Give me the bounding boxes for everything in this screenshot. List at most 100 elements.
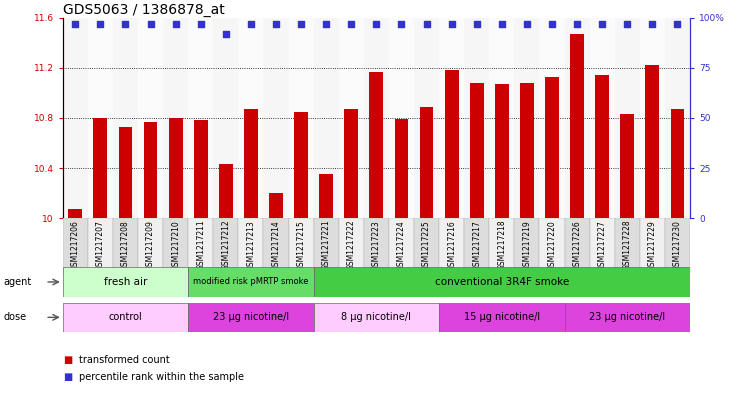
Point: [170, 20, 182, 27]
Text: GDS5063 / 1386878_at: GDS5063 / 1386878_at: [63, 3, 224, 17]
Bar: [320, 174, 333, 218]
Point: [345, 20, 357, 27]
Bar: [364, 18, 389, 218]
Bar: [565, 218, 590, 275]
Bar: [539, 18, 565, 218]
Text: 15 µg nicotine/l: 15 µg nicotine/l: [463, 312, 540, 322]
Bar: [615, 18, 640, 218]
Text: GSM1217208: GSM1217208: [121, 220, 130, 270]
Point: [145, 20, 156, 27]
Bar: [615, 218, 640, 275]
Bar: [269, 193, 283, 218]
Text: GSM1217226: GSM1217226: [573, 220, 582, 270]
Bar: [545, 77, 559, 218]
Text: conventional 3R4F smoke: conventional 3R4F smoke: [435, 277, 569, 287]
Bar: [263, 218, 289, 275]
Bar: [63, 267, 188, 297]
Bar: [289, 18, 314, 218]
Bar: [665, 18, 690, 218]
Bar: [439, 303, 565, 332]
Text: GSM1217225: GSM1217225: [422, 220, 431, 270]
Text: modified risk pMRTP smoke: modified risk pMRTP smoke: [193, 277, 308, 286]
Bar: [565, 303, 690, 332]
Text: GSM1217223: GSM1217223: [372, 220, 381, 270]
Point: [471, 20, 483, 27]
Text: ■: ■: [63, 372, 72, 382]
Bar: [420, 107, 433, 218]
Bar: [339, 218, 364, 275]
Bar: [389, 218, 414, 275]
Bar: [445, 70, 458, 218]
Bar: [113, 18, 138, 218]
Point: [496, 20, 508, 27]
Bar: [570, 34, 584, 218]
Text: fresh air: fresh air: [104, 277, 147, 287]
Point: [571, 20, 583, 27]
Bar: [219, 164, 232, 218]
Bar: [194, 120, 207, 218]
Text: GSM1217211: GSM1217211: [196, 220, 205, 270]
Text: GSM1217224: GSM1217224: [397, 220, 406, 270]
Bar: [69, 209, 82, 218]
Bar: [138, 18, 163, 218]
Bar: [263, 18, 289, 218]
Text: 23 µg nicotine/l: 23 µg nicotine/l: [589, 312, 666, 322]
Point: [370, 20, 382, 27]
Bar: [314, 218, 339, 275]
Text: GSM1217228: GSM1217228: [623, 220, 632, 270]
Text: GSM1217210: GSM1217210: [171, 220, 180, 270]
Text: 8 µg nicotine/l: 8 µg nicotine/l: [342, 312, 411, 322]
Bar: [188, 303, 314, 332]
Point: [220, 31, 232, 37]
Bar: [665, 218, 690, 275]
Bar: [470, 83, 483, 218]
Text: GSM1217214: GSM1217214: [272, 220, 280, 270]
Bar: [94, 118, 107, 218]
Text: 23 µg nicotine/l: 23 µg nicotine/l: [213, 312, 289, 322]
Bar: [244, 109, 258, 218]
Bar: [489, 18, 514, 218]
Bar: [188, 218, 213, 275]
Bar: [113, 218, 138, 275]
Point: [396, 20, 407, 27]
Text: dose: dose: [4, 312, 27, 322]
Point: [120, 20, 131, 27]
Text: GSM1217212: GSM1217212: [221, 220, 230, 270]
Bar: [188, 267, 314, 297]
Bar: [514, 218, 539, 275]
Bar: [495, 84, 508, 218]
Bar: [364, 218, 389, 275]
Text: GSM1217227: GSM1217227: [598, 220, 607, 270]
Bar: [339, 18, 364, 218]
Bar: [640, 218, 665, 275]
Text: GSM1217206: GSM1217206: [71, 220, 80, 271]
Bar: [439, 218, 464, 275]
Bar: [63, 303, 188, 332]
Bar: [489, 218, 514, 275]
Text: control: control: [108, 312, 142, 322]
Bar: [213, 218, 238, 275]
Text: GSM1217218: GSM1217218: [497, 220, 506, 270]
Bar: [414, 18, 439, 218]
Text: transformed count: transformed count: [79, 354, 170, 365]
Bar: [63, 18, 88, 218]
Bar: [188, 18, 213, 218]
Text: agent: agent: [4, 277, 32, 287]
Text: GSM1217213: GSM1217213: [246, 220, 255, 270]
Bar: [169, 118, 182, 218]
Bar: [646, 65, 659, 218]
Text: GSM1217215: GSM1217215: [297, 220, 306, 270]
Bar: [314, 303, 439, 332]
Bar: [238, 18, 263, 218]
Point: [270, 20, 282, 27]
Point: [446, 20, 458, 27]
Point: [621, 20, 633, 27]
Point: [94, 20, 106, 27]
Bar: [414, 218, 439, 275]
Bar: [163, 18, 188, 218]
Text: percentile rank within the sample: percentile rank within the sample: [79, 372, 244, 382]
Bar: [294, 112, 308, 218]
Point: [596, 20, 608, 27]
Bar: [565, 18, 590, 218]
Bar: [539, 218, 565, 275]
